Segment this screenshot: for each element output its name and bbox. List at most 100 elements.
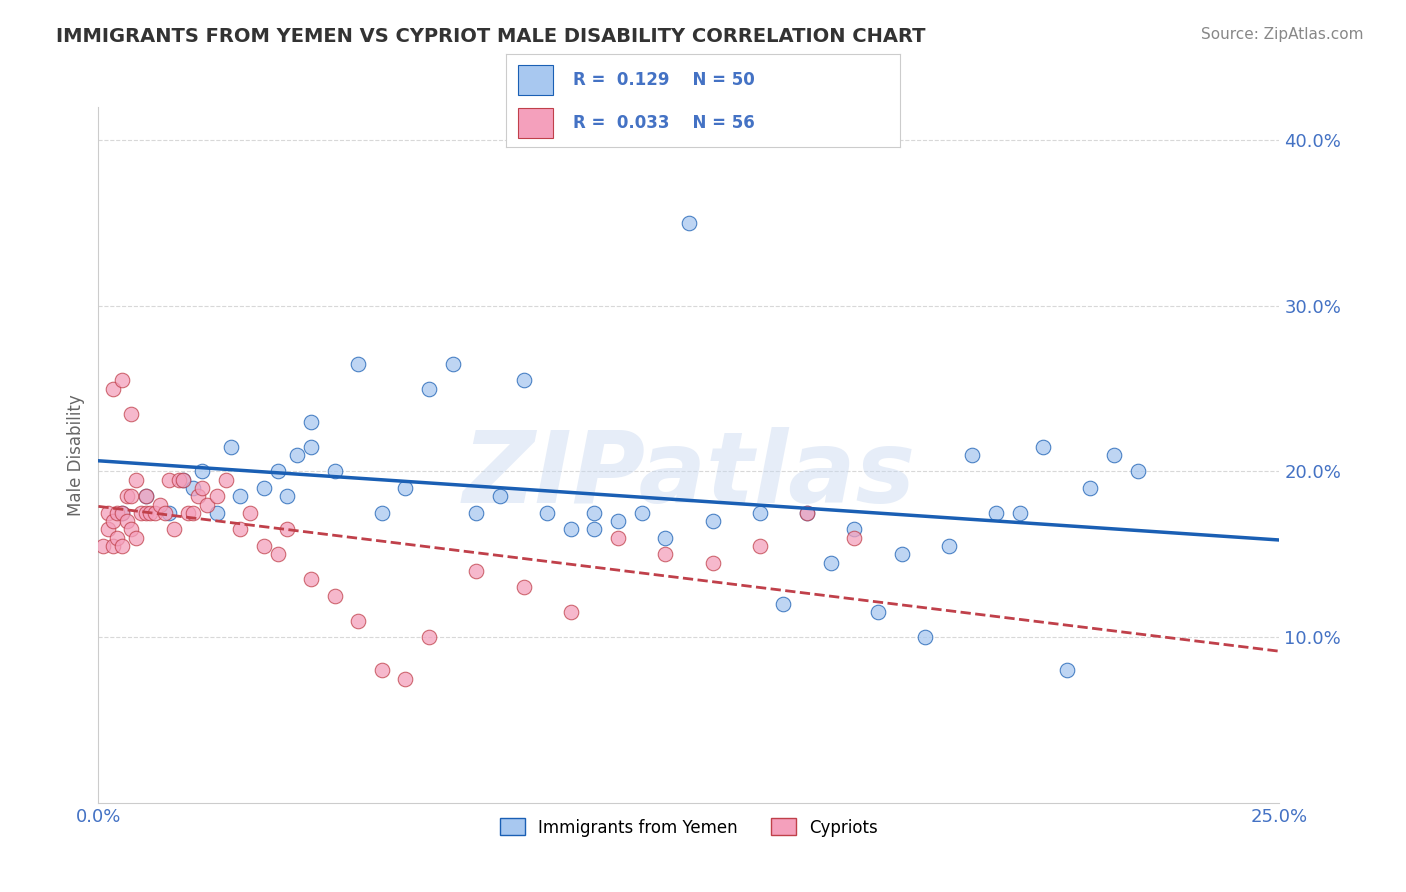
Point [1102,448,1125,462]
Point [489,489,512,503]
Point [866,605,889,619]
Point [111,539,134,553]
Point [394,481,416,495]
Point [205,506,228,520]
Point [583,523,606,537]
Point [167,473,190,487]
Point [125,531,148,545]
Point [654,531,676,545]
Point [157,506,180,520]
FancyBboxPatch shape [517,108,554,138]
Point [205,489,228,503]
Point [418,382,440,396]
Point [97,523,120,537]
Point [560,605,582,619]
Point [111,506,134,520]
Point [536,506,558,520]
Point [1032,440,1054,454]
Point [115,514,138,528]
Text: ZIPatlas: ZIPatlas [463,427,915,524]
Point [560,523,582,537]
Point [890,547,912,561]
Point [121,489,143,503]
Point [172,473,194,487]
Point [276,489,298,503]
Point [195,498,218,512]
Point [323,465,346,479]
Point [149,498,172,512]
Point [654,547,676,561]
Point [299,572,322,586]
Point [512,373,534,387]
Point [187,489,209,503]
Point [143,506,166,520]
Point [371,663,394,677]
Point [512,581,534,595]
Point [748,539,770,553]
Point [938,539,960,553]
Point [115,489,138,503]
Point [844,523,866,537]
Point [101,539,124,553]
Point [347,614,370,628]
Point [229,523,252,537]
Text: R =  0.129    N = 50: R = 0.129 N = 50 [574,70,755,88]
Point [441,357,464,371]
Point [157,473,180,487]
Point [191,481,214,495]
Point [129,506,152,520]
Point [772,597,794,611]
Point [299,415,322,429]
Point [121,523,143,537]
Text: IMMIGRANTS FROM YEMEN VS CYPRIOT MALE DISABILITY CORRELATION CHART: IMMIGRANTS FROM YEMEN VS CYPRIOT MALE DI… [56,27,925,45]
Point [125,473,148,487]
Point [172,473,194,487]
Point [820,556,842,570]
Point [962,448,984,462]
Point [748,506,770,520]
Point [181,481,204,495]
Point [1056,663,1078,677]
Point [219,440,242,454]
Point [394,672,416,686]
Point [465,506,488,520]
Point [139,506,162,520]
Point [267,547,290,561]
Point [215,473,238,487]
Point [323,589,346,603]
Point [285,448,308,462]
Point [163,523,186,537]
Point [630,506,652,520]
Point [105,506,128,520]
Point [465,564,488,578]
Point [702,514,724,528]
Point [844,531,866,545]
Point [796,506,818,520]
Point [181,506,204,520]
Point [135,489,157,503]
Point [105,531,128,545]
Point [347,357,370,371]
Point [91,539,114,553]
Text: R =  0.033    N = 56: R = 0.033 N = 56 [574,114,755,132]
Point [607,514,630,528]
Point [97,506,120,520]
Point [418,630,440,644]
Point [1008,506,1031,520]
Point [153,506,176,520]
Point [583,506,606,520]
Point [101,382,124,396]
Point [1126,465,1149,479]
Point [267,465,290,479]
Point [239,506,262,520]
Point [702,556,724,570]
Point [101,514,124,528]
Point [914,630,936,644]
Point [607,531,630,545]
Point [984,506,1007,520]
Point [121,407,143,421]
Y-axis label: Male Disability: Male Disability [66,394,84,516]
Point [135,489,157,503]
Point [796,506,818,520]
Point [371,506,394,520]
